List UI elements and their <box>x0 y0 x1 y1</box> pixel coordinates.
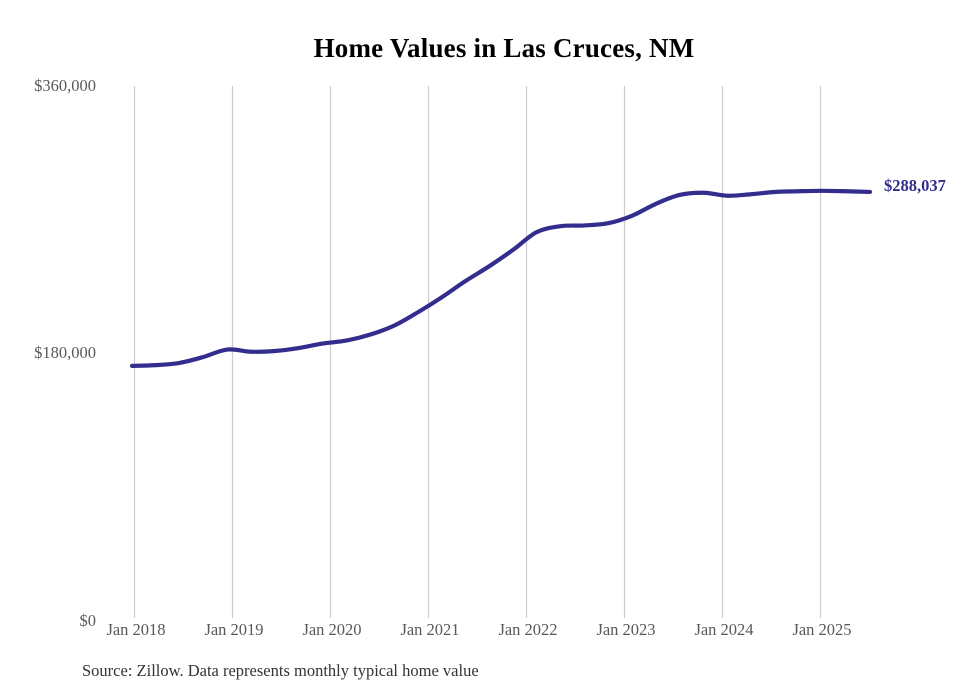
x-axis-tick-jan-2024: Jan 2024 <box>694 620 754 639</box>
chart-title: Home Values in Las Cruces, NM <box>313 33 695 63</box>
y-axis-tick-0: $0 <box>79 611 97 630</box>
series-line-typical-home-value <box>129 188 873 368</box>
x-axis-tick-jan-2021: Jan 2021 <box>400 620 460 639</box>
series-end-value-label: $288,037 <box>884 176 946 195</box>
y-axis-tick-180000: $180,000 <box>34 343 96 362</box>
x-axis-tick-jan-2020: Jan 2020 <box>302 620 362 639</box>
x-axis-tick-jan-2023: Jan 2023 <box>596 620 656 639</box>
x-axis-tick-jan-2018: Jan 2018 <box>106 620 166 639</box>
gridlines <box>133 86 822 618</box>
source-note: Source: Zillow. Data represents monthly … <box>82 661 479 680</box>
x-axis-tick-jan-2025: Jan 2025 <box>792 620 852 639</box>
x-axis-tick-jan-2022: Jan 2022 <box>498 620 558 639</box>
x-axis-tick-jan-2019: Jan 2019 <box>204 620 264 639</box>
y-axis-tick-360000: $360,000 <box>34 76 96 95</box>
